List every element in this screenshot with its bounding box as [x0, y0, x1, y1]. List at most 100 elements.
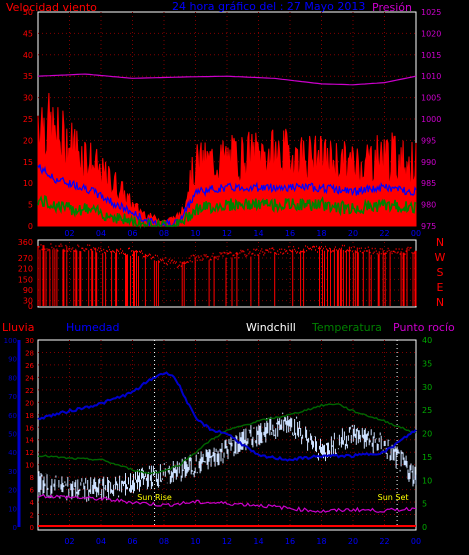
chart-date-title: 24 hora gráfico del : 27 Mayo 2013	[172, 0, 365, 13]
wind-x-ticks: 02 04 06 08 10 12 14 16 18 20 22 00	[64, 229, 421, 238]
direction-y-tick: 210	[18, 265, 33, 274]
temperature-x-ticks: 02 04 06 08 10 12 14 16 18 20 22 00	[64, 537, 421, 546]
wind-x-tick: 20	[348, 229, 358, 238]
wind-y-tick: 25	[23, 115, 33, 124]
temperature-x-tick: 20	[348, 537, 358, 546]
humidity-y-tick: 30	[8, 468, 17, 476]
wind-x-tick: 12	[222, 229, 232, 238]
temperature-x-tick: 18	[316, 537, 326, 546]
wind-title: Velocidad viento	[6, 1, 97, 14]
temperature-x-tick: 06	[127, 537, 137, 546]
temperature-y-tick: 20	[25, 399, 34, 407]
direction-y-tick: 270	[18, 254, 33, 263]
pressure-y-tick: 1015	[421, 51, 441, 60]
pressure-y-tick: 995	[421, 136, 436, 145]
compass-label-n: N	[436, 236, 444, 249]
temperature-x-tick: 14	[253, 537, 263, 546]
wind-x-tick: 14	[253, 229, 263, 238]
temperature-right-y-tick: 25	[422, 406, 432, 415]
pressure-y-tick: 975	[421, 222, 436, 231]
temperature-x-tick: 16	[285, 537, 295, 546]
humidity-y-tick: 10	[8, 505, 17, 513]
temperature-y-tick: 22	[25, 387, 34, 395]
sun-annotations: Sun Rise Sun Set	[137, 340, 409, 527]
temperature-y-right-ticks: 0 5 10 15 20 25 30 35 40	[422, 336, 432, 532]
direction-y-tick: 0	[28, 302, 33, 311]
pressure-y-tick: 985	[421, 179, 436, 188]
sunrise-label: Sun Rise	[137, 493, 172, 502]
temperature-x-tick: 04	[96, 537, 106, 546]
compass-label-w: W	[435, 251, 446, 264]
temperature-y-tick: 28	[25, 349, 34, 357]
temperature-right-y-tick: 35	[422, 359, 432, 368]
temperature-series	[37, 371, 417, 527]
humidity-y-tick: 60	[8, 412, 17, 420]
legend-humidity: Humedad	[66, 321, 119, 334]
pressure-y-right-ticks: 975 980 985 990 995 1000 1005 1010 1015 1020 1025	[421, 8, 441, 231]
legend-dewpoint: Punto rocío	[393, 321, 455, 334]
temperature-x-tick: 10	[190, 537, 200, 546]
pressure-y-tick: 990	[421, 158, 436, 167]
pressure-y-tick: 980	[421, 201, 436, 210]
temperature-right-y-tick: 0	[422, 523, 427, 532]
temperature-x-tick: 02	[64, 537, 74, 546]
temperature-right-y-tick: 5	[422, 500, 427, 509]
compass-label-n: N	[436, 296, 444, 309]
temperature-y-tick: 10	[25, 462, 34, 470]
wind-y-tick: 10	[23, 179, 33, 188]
wind-y-tick: 40	[23, 51, 33, 60]
wind-y-tick: 30	[23, 94, 33, 103]
windchill-series	[37, 412, 417, 502]
temperature-x-tick: 00	[411, 537, 421, 546]
temperature-x-tick: 12	[222, 537, 232, 546]
direction-y-tick: 90	[23, 286, 33, 295]
temperature-x-tick: 22	[379, 537, 389, 546]
wind-x-tick: 16	[285, 229, 295, 238]
temperature-y-tick: 4	[30, 499, 35, 507]
pressure-y-tick: 1020	[421, 29, 441, 38]
temperature-y-tick: 12	[25, 449, 34, 457]
humidity-y-tick: 50	[8, 431, 17, 439]
pressure-y-tick: 1025	[421, 8, 441, 17]
temperature-y-tick: 24	[25, 374, 34, 382]
wind-x-tick: 22	[379, 229, 389, 238]
sunset-label: Sun Set	[378, 493, 409, 502]
humidity-y-tick: 20	[8, 487, 17, 495]
temperature-right-y-tick: 40	[422, 336, 432, 345]
direction-y-tick: 30	[23, 297, 33, 306]
temperature-right-y-tick: 10	[422, 476, 432, 485]
humidity-y-tick: 40	[8, 449, 17, 457]
wind-y-left-ticks: 0 5 10 15 20 25 30 35 40 45 50	[23, 8, 33, 231]
wind-x-tick: 00	[411, 229, 421, 238]
temperature-y-tick: 6	[30, 487, 35, 495]
wind-series	[37, 73, 417, 229]
pressure-title: Presión	[372, 1, 412, 14]
wind-y-tick: 35	[23, 72, 33, 81]
temperature-y-tick: 14	[25, 437, 34, 445]
direction-grid	[38, 242, 416, 306]
wind-x-tick: 04	[96, 229, 106, 238]
compass-label-e: E	[437, 281, 444, 294]
wind-x-tick: 10	[190, 229, 200, 238]
humidity-y-tick: 80	[8, 374, 17, 382]
temperature-y-tick: 30	[25, 337, 34, 345]
wind-x-tick: 18	[316, 229, 326, 238]
wind-x-tick: 06	[127, 229, 137, 238]
wind-y-tick: 50	[23, 8, 33, 17]
pressure-y-tick: 1010	[421, 72, 441, 81]
temperature-y-tick: 18	[25, 412, 34, 420]
temperature-y-tick: 2	[30, 512, 34, 520]
humidity-y-ticks: 0 10 20 30 40 50 60 70 80 90 100	[4, 337, 21, 532]
direction-series	[37, 243, 417, 306]
legend-temperature: Temperatura	[311, 321, 382, 334]
wind-y-tick: 5	[28, 201, 33, 210]
wind-speed-series	[37, 164, 417, 228]
temperature-series	[37, 403, 417, 475]
temperature-right-y-tick: 30	[422, 383, 432, 392]
humidity-y-tick: 100	[4, 337, 17, 345]
wind-x-tick: 02	[64, 229, 74, 238]
